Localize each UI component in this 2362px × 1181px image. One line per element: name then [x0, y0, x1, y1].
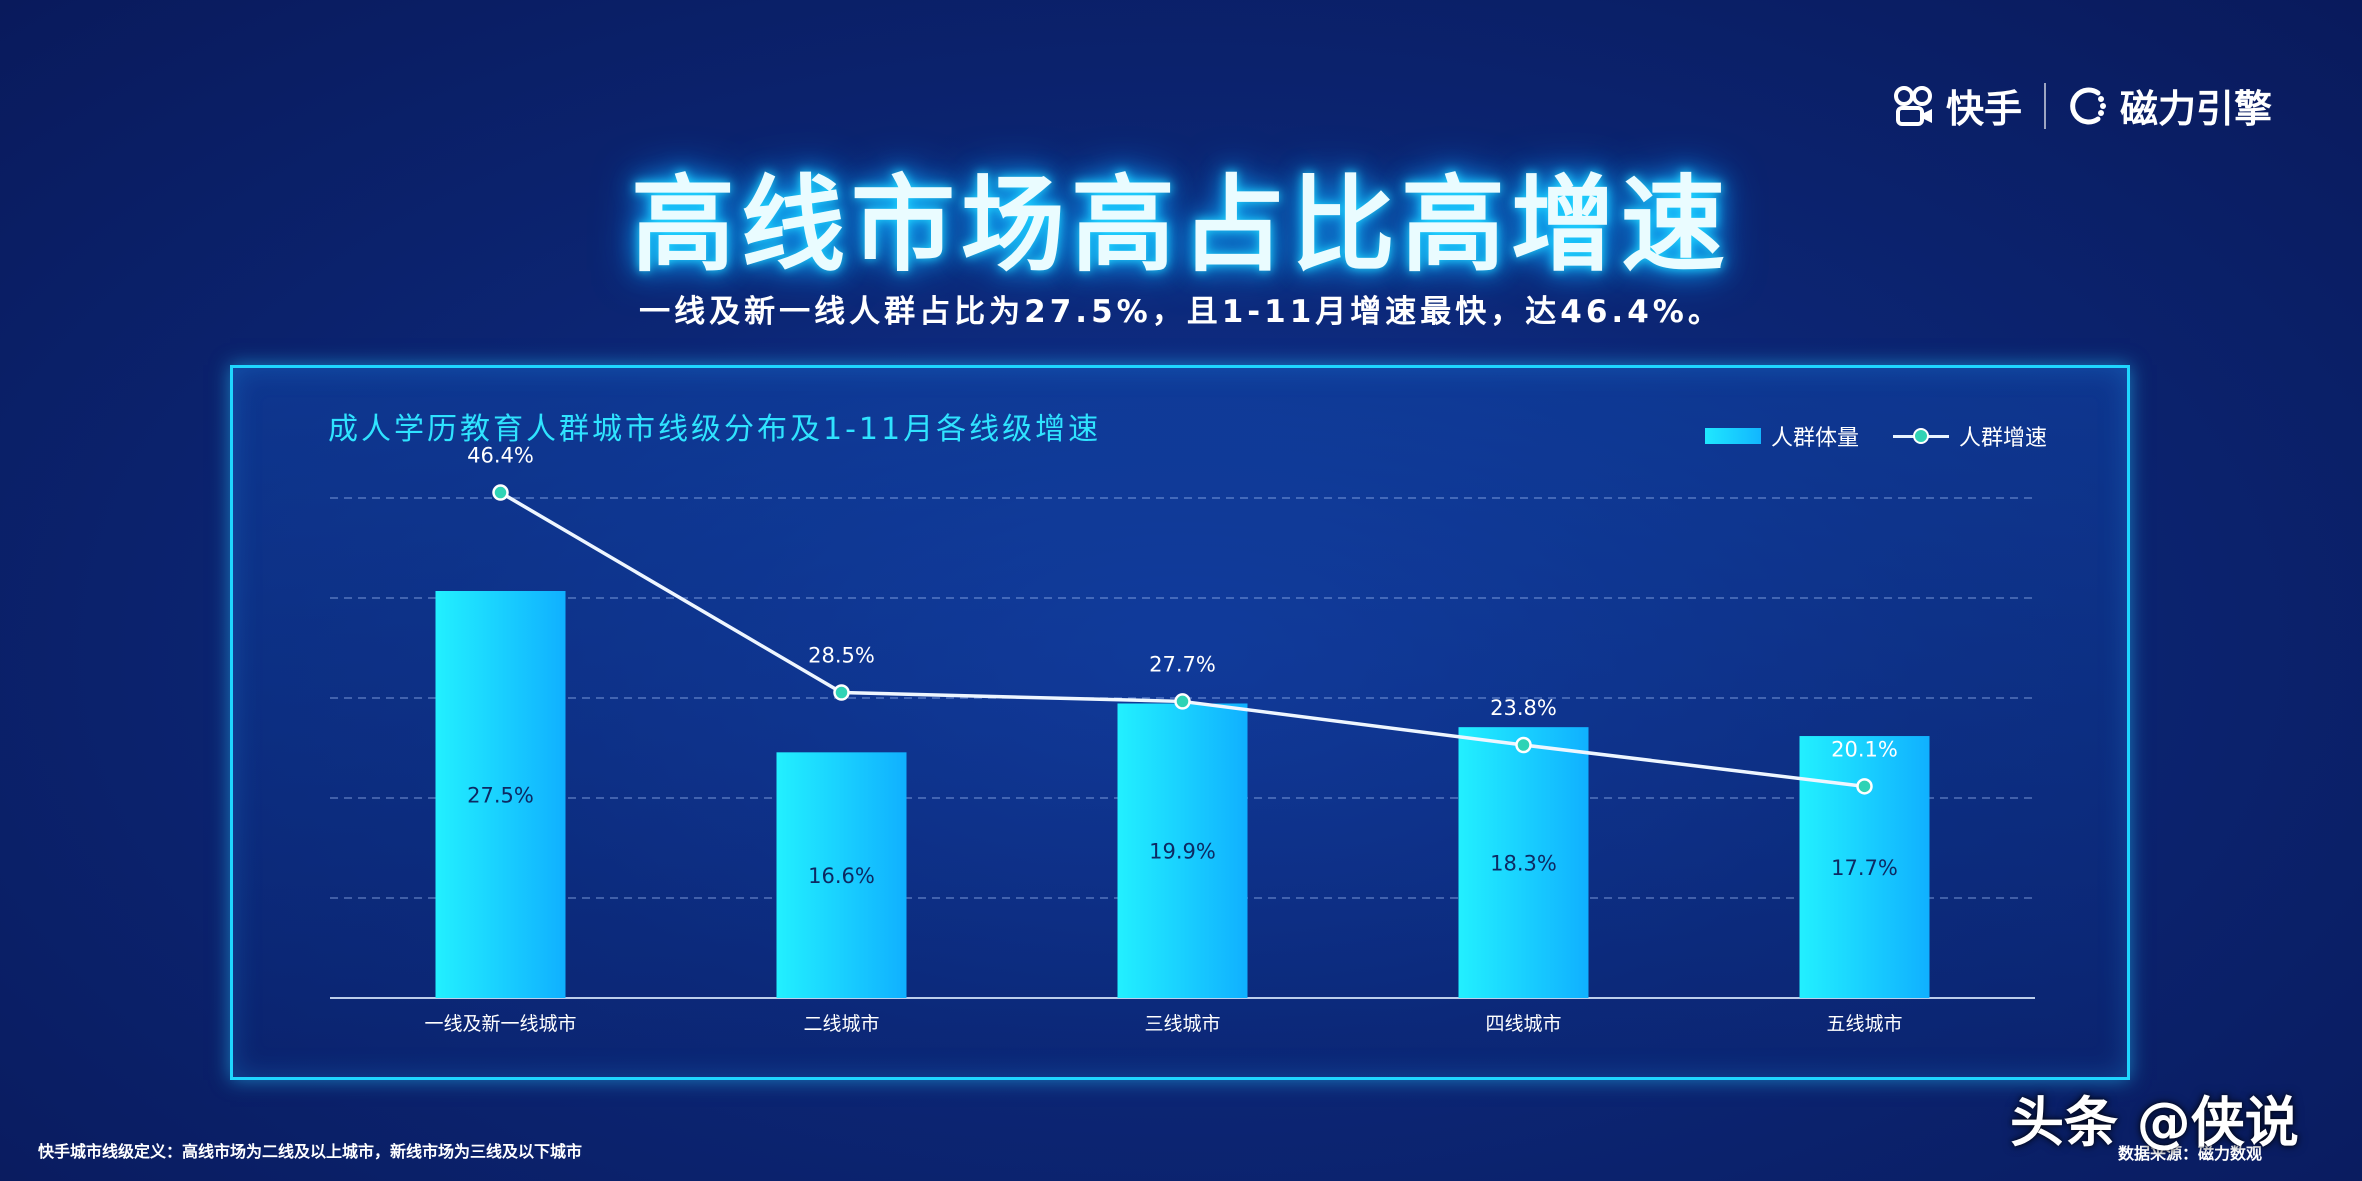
bar: [1117, 703, 1248, 998]
cili-engine-logo-text: 磁力引擎: [2119, 87, 2272, 131]
chart-title: 成人学历教育人群城市线级分布及1-11月各线级增速: [328, 412, 1102, 447]
legend-line-label: 人群增速: [1958, 426, 2047, 451]
bar-value-label: 16.6%: [808, 864, 875, 888]
page-title: 高线市场高占比高增速: [630, 164, 1731, 286]
logo-divider: [2043, 82, 2046, 129]
cili-engine-logo: 磁力引擎: [2068, 78, 2272, 133]
watermark: 头条 @侠说: [2010, 1091, 2299, 1154]
kuaishou-logo: 快手: [1892, 78, 2022, 133]
growth-point: [1174, 693, 1191, 710]
legend-bar-swatch: [1704, 428, 1761, 444]
x-tick-label: 三线城市: [1144, 1013, 1220, 1035]
bar-value-label: 17.7%: [1831, 856, 1898, 880]
chart-legend: 人群体量 人群增速: [1704, 420, 2047, 452]
kuaishou-logo-text: 快手: [1945, 87, 2022, 131]
growth-point: [492, 484, 509, 501]
data-source: 数据来源：磁力数观: [2118, 1144, 2263, 1163]
growth-value-label: 27.7%: [1149, 652, 1216, 676]
cili-engine-icon: [2070, 87, 2106, 124]
page-subtitle: 一线及新一线人群占比为27.5%，且1-11月增速最快，达46.4%。: [639, 294, 1723, 330]
growth-value-label: 20.1%: [1831, 737, 1898, 761]
legend-item-bar: 人群体量: [1704, 420, 1859, 452]
bar: [776, 752, 907, 998]
kuaishou-icon: [1893, 85, 1932, 126]
x-tick-label: 二线城市: [803, 1013, 879, 1035]
footnote: 快手城市线级定义：高线市场为二线及以上城市，新线市场为三线及以下城市: [38, 1142, 583, 1161]
growth-point: [1515, 736, 1532, 754]
growth-value-label: 46.4%: [467, 444, 534, 468]
bar-value-label: 18.3%: [1490, 852, 1557, 876]
growth-value-label: 23.8%: [1490, 696, 1557, 720]
bar: [435, 591, 566, 998]
x-tick-label: 五线城市: [1826, 1013, 1902, 1035]
growth-point: [1856, 778, 1873, 795]
legend-item-line: 人群增速: [1892, 420, 2047, 452]
growth-value-label: 28.5%: [808, 644, 875, 668]
legend-line-swatch: [1892, 428, 1949, 444]
bar: [1458, 727, 1589, 998]
growth-point: [833, 684, 850, 701]
bar-value-label: 19.9%: [1149, 840, 1216, 864]
x-tick-label: 一线及新一线城市: [424, 1013, 576, 1035]
brand-logos: 快手 磁力引擎: [1892, 78, 2272, 133]
x-tick-label: 四线城市: [1485, 1013, 1561, 1035]
bar-value-label: 27.5%: [467, 784, 534, 808]
legend-bar-label: 人群体量: [1770, 426, 1859, 451]
